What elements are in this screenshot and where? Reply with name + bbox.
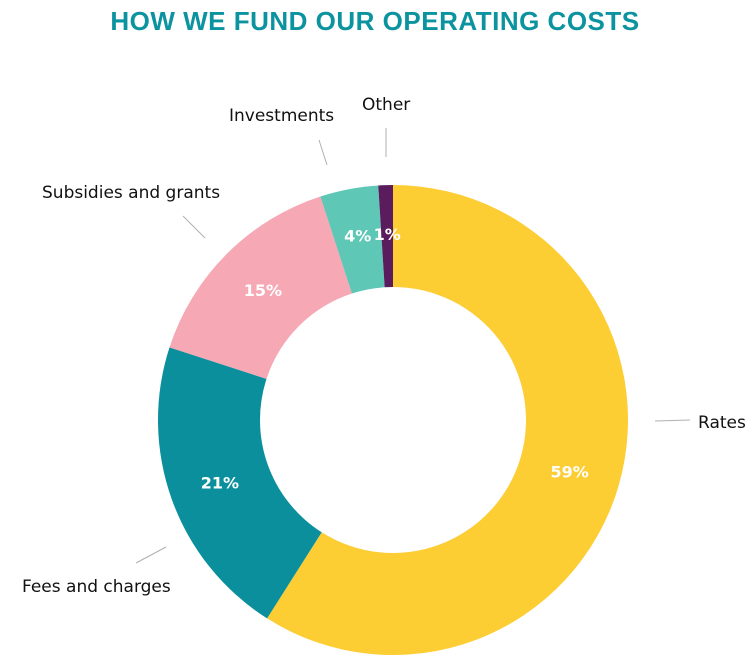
leader-line-rates (654, 419, 691, 422)
value-label-investments: 4% (344, 226, 371, 245)
slice-fees-and-charges (157, 347, 322, 619)
category-label-subsidies-and-grants: Subsidies and grants (42, 183, 220, 203)
slice-other (378, 185, 393, 288)
leader-line-fees-and-charges (135, 546, 167, 564)
leader-line-investments (318, 139, 328, 166)
category-label-investments: Investments (229, 106, 334, 126)
category-label-rates: Rates (698, 413, 746, 433)
value-label-subsidies-and-grants: 15% (244, 281, 282, 300)
chart-title: HOW WE FUND OUR OPERATING COSTS (110, 6, 640, 36)
slice-subsidies-and-grants (169, 196, 352, 379)
leader-line-subsidies-and-grants (182, 215, 206, 239)
slice-investments (320, 185, 385, 294)
value-label-rates: 59% (551, 462, 589, 481)
category-label-fees-and-charges: Fees and charges (22, 577, 171, 597)
value-label-fees-and-charges: 21% (201, 473, 239, 492)
value-label-other: 1% (374, 225, 401, 244)
category-label-other: Other (362, 95, 410, 115)
slice-rates (267, 185, 629, 655)
